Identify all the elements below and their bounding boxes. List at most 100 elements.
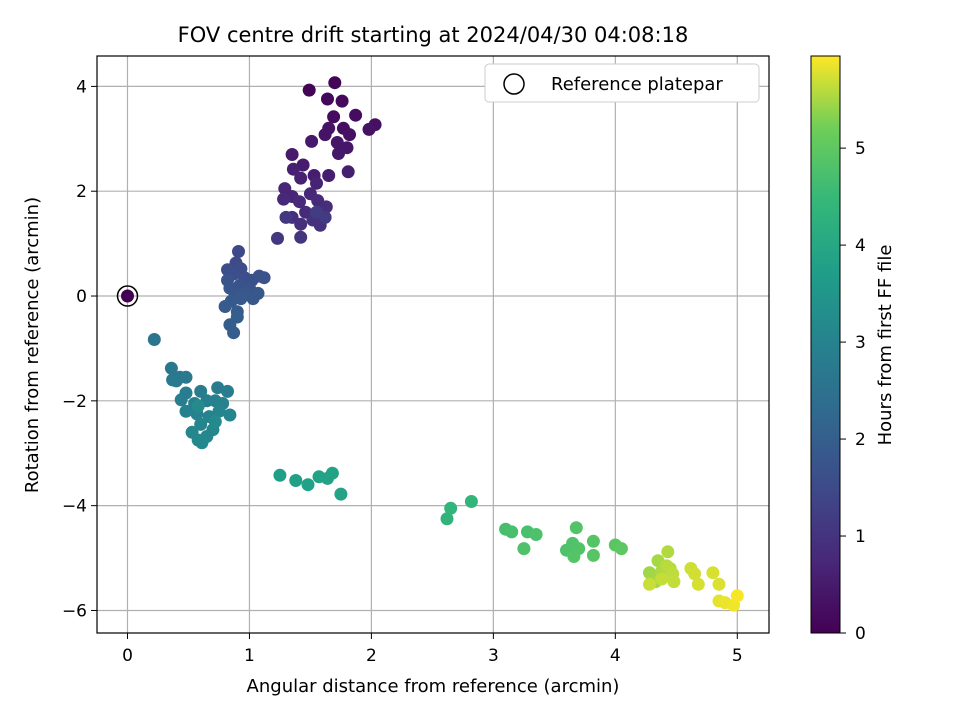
scatter-point [221,384,234,398]
y-tick-label: −4 [62,497,87,517]
legend: Reference platepar [484,63,760,103]
plot-area: 0 1 2 3 4 5 −6 −4 −2 0 2 4 [62,55,770,666]
scatter-point [586,548,600,562]
scatter-point [322,169,336,182]
scatter-point [169,374,183,388]
scatter-point [567,550,581,563]
scatter-point [279,210,293,224]
legend-box [484,63,760,103]
scatter-point [285,148,299,161]
y-tick-label: −6 [62,601,87,621]
y-tick-label: −2 [62,392,87,412]
colorbar: 0 1 2 3 4 5 Hours from first FF file [810,55,896,644]
scatter-point [194,417,208,431]
x-tick-label: 0 [122,646,133,666]
x-tick-label: 2 [366,646,377,666]
scatter-point [223,408,237,422]
colorbar-ticks: 0 1 2 3 4 5 [840,139,866,644]
scatter-point [191,399,205,413]
scatter-point [232,245,245,258]
scatter-point [335,94,349,108]
y-axis-label: Rotation from reference (arcmin) [22,197,43,493]
scatter-point [164,361,178,375]
scatter-point [614,542,628,556]
scatter-point [440,512,454,526]
scatter-point [277,192,291,206]
plot-background [97,56,769,633]
scatter-point [230,310,244,324]
scatter-point [294,217,308,231]
y-tick-label: 2 [76,182,87,202]
reference-marker-ring [116,285,139,307]
scatter-point [341,165,355,179]
scatter-point [273,468,287,482]
scatter-point [327,110,341,124]
colorbar-tick-label: 5 [855,139,866,159]
scatter-point [362,122,376,136]
scatter-point [667,575,681,589]
chart-title: FOV centre drift starting at 2024/04/30 … [178,23,689,47]
scatter-point [655,572,669,586]
scatter-point [212,404,226,418]
x-axis-label: Angular distance from reference (arcmin) [247,676,620,697]
scatter-points [116,76,744,612]
scatter-point [194,384,208,398]
y-tick-label: 4 [76,77,87,97]
scatter-point [211,381,225,395]
y-tick-label: 0 [76,287,87,307]
colorbar-gradient [810,55,841,634]
scatter-point [310,176,323,190]
scatter-point [271,231,284,245]
scatter-point [569,521,583,535]
x-tick-label: 1 [244,646,255,666]
scatter-point [319,200,333,214]
scatter-point [505,525,519,539]
colorbar-label: Hours from first FF file [875,245,896,446]
y-axis-ticks: −6 −4 −2 0 2 4 [62,77,97,621]
legend-label: Reference platepar [551,74,723,95]
scatter-point [321,92,334,106]
scatter-point [332,147,345,160]
scatter-point [318,128,332,142]
colorbar-tick-label: 2 [855,430,866,450]
scatter-point [529,528,543,541]
scatter-point [330,136,344,149]
scatter-point [305,134,319,148]
scatter-point [730,589,744,603]
scatter-point [586,534,600,548]
scatter-point [302,83,316,97]
scatter-point [218,300,232,313]
scatter-point [286,162,300,176]
scatter-point [294,171,308,185]
scatter-point [349,108,363,122]
scatter-point [464,495,478,508]
scatter-point [328,76,342,90]
scatter-point [310,205,323,219]
scatter-point [517,542,531,556]
scatter-point [227,326,241,340]
scatter-point [661,545,675,559]
colorbar-tick-label: 1 [855,527,866,547]
scatter-point [688,567,702,581]
scatter-point [147,333,161,346]
scatter-point [257,271,271,285]
scatter-point [712,577,726,591]
scatter-point [643,577,656,591]
legend-reference-marker [503,73,525,95]
scatter-point [334,487,348,501]
colorbar-tick-label: 3 [855,333,866,353]
scatter-point [293,195,306,209]
scatter-point [706,566,720,580]
scatter-point [301,478,315,492]
scatter-point [179,404,193,418]
x-tick-label: 5 [732,646,743,666]
scatter-point [195,436,209,450]
scatter-point [294,230,308,244]
colorbar-tick-label: 4 [855,236,866,256]
scatter-point [325,466,339,480]
scatter-point [289,474,303,487]
scatter-point [208,415,222,429]
scatter-point [174,393,188,407]
scatter-point [444,501,458,515]
